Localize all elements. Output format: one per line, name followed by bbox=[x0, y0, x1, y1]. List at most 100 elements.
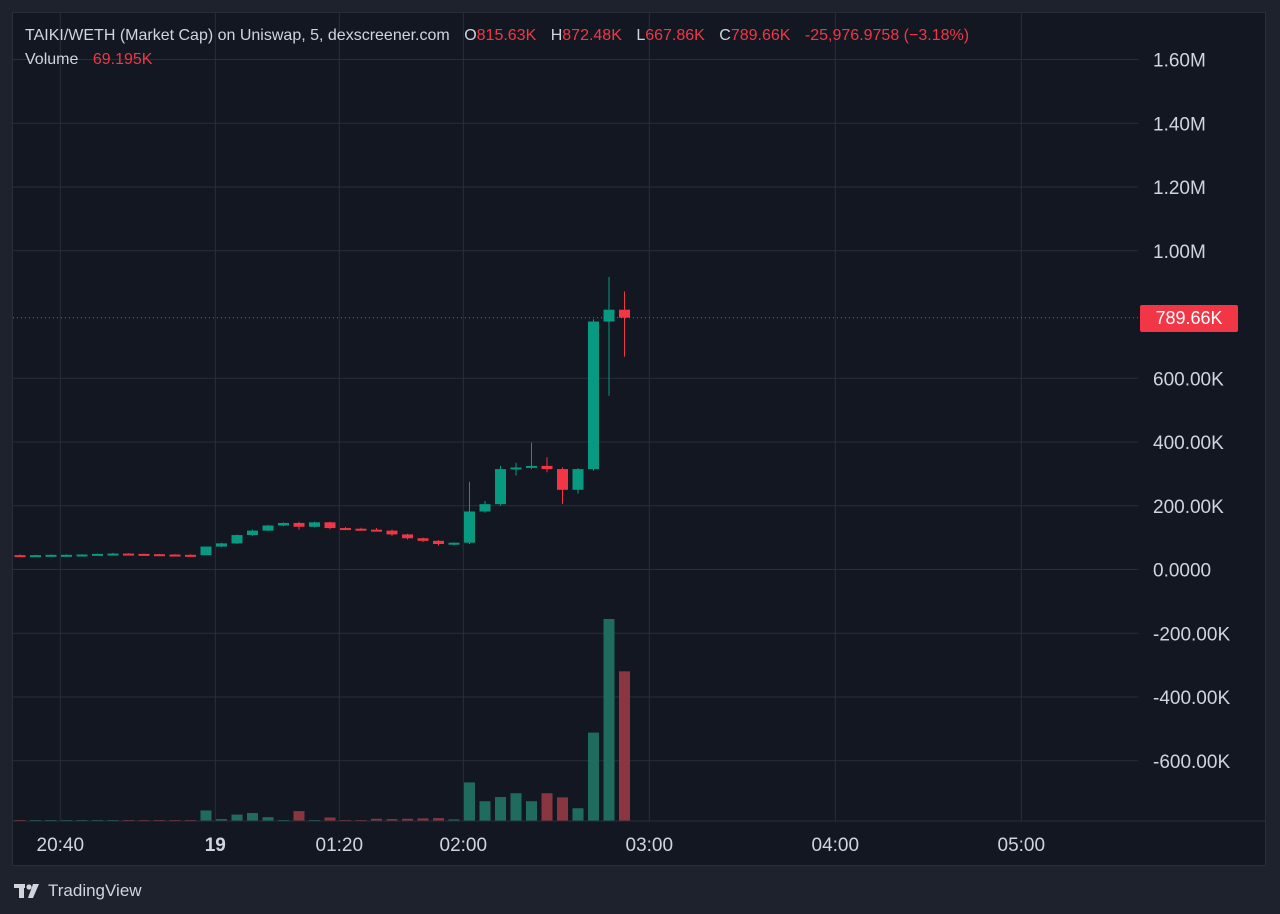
x-tick-label: 19 bbox=[205, 835, 226, 856]
volume-bar bbox=[231, 814, 243, 821]
high-label: H bbox=[550, 27, 563, 44]
chart-legend: TAIKI/WETH (Market Cap) on Uniswap, 5, d… bbox=[25, 26, 969, 74]
candle-body bbox=[340, 528, 351, 531]
low-label: L bbox=[636, 27, 646, 44]
candle-body bbox=[123, 553, 134, 556]
volume-bar bbox=[479, 801, 491, 821]
candle-body bbox=[45, 554, 57, 557]
y-tick-label: 400.00K bbox=[1153, 433, 1224, 454]
candle-body bbox=[541, 465, 553, 470]
volume-bar bbox=[324, 817, 336, 821]
volume-bar bbox=[588, 732, 599, 821]
volume-bar bbox=[402, 818, 413, 821]
candle-body bbox=[448, 542, 460, 545]
candle-body bbox=[355, 528, 367, 531]
candle-body bbox=[278, 522, 289, 526]
candle-body bbox=[61, 554, 72, 557]
candle-body bbox=[433, 540, 444, 544]
candle-body bbox=[402, 534, 413, 539]
y-tick-label: -400.00K bbox=[1153, 688, 1230, 709]
ohlc-row: TAIKI/WETH (Market Cap) on Uniswap, 5, d… bbox=[25, 26, 969, 50]
candle-body bbox=[309, 522, 320, 527]
candle-body bbox=[464, 511, 475, 543]
y-tick-label: 200.00K bbox=[1153, 497, 1224, 518]
high-value: 872.48K bbox=[562, 27, 622, 44]
candle-body bbox=[262, 525, 274, 531]
grid-lines bbox=[13, 13, 1138, 821]
candle-body bbox=[216, 543, 227, 547]
volume-bar bbox=[464, 782, 475, 821]
low-value: 667.86K bbox=[645, 27, 705, 44]
candle-body bbox=[107, 553, 119, 556]
y-tick-label: 600.00K bbox=[1153, 369, 1224, 390]
candles bbox=[14, 276, 630, 558]
volume-bar bbox=[526, 801, 537, 821]
volume-bar bbox=[200, 810, 212, 821]
candle-body bbox=[526, 465, 537, 468]
y-tick-label: 1.20M bbox=[1153, 178, 1206, 199]
candle-body bbox=[386, 530, 398, 535]
x-axis-labels: 20:40 19 01:20 02:00 03:00 04:00 05:00 bbox=[37, 835, 1046, 856]
tradingview-brand[interactable]: TradingView bbox=[14, 879, 142, 903]
candle-body bbox=[479, 504, 491, 512]
candle-body bbox=[417, 538, 429, 541]
candle-body bbox=[603, 309, 615, 322]
volume-bar bbox=[510, 793, 522, 821]
candle-body bbox=[231, 535, 243, 544]
y-axis-labels: 1.60M 1.40M 1.20M 1.00M 600.00K 400.00K 200.00… bbox=[1153, 51, 1230, 773]
volume-bar bbox=[541, 793, 553, 821]
volume-bars bbox=[14, 619, 630, 821]
volume-value: 69.195K bbox=[92, 51, 153, 68]
volume-bar bbox=[572, 808, 584, 821]
brand-name: TradingView bbox=[48, 881, 142, 900]
last-price-tag: 789.66K bbox=[1140, 305, 1238, 332]
tradingview-logo-icon bbox=[14, 884, 39, 898]
volume-bar bbox=[603, 619, 615, 821]
candle-body bbox=[572, 469, 584, 490]
candle-body bbox=[324, 522, 336, 529]
volume-bar bbox=[433, 818, 444, 821]
volume-bar bbox=[247, 813, 258, 821]
y-tick-label: 0.0000 bbox=[1153, 561, 1211, 582]
y-tick-label: 1.00M bbox=[1153, 242, 1206, 263]
x-tick-label: 02:00 bbox=[440, 835, 488, 856]
candle-body bbox=[154, 554, 165, 557]
volume-label[interactable]: Volume bbox=[25, 51, 79, 68]
change-value: -25,976.9758 (−3.18%) bbox=[804, 27, 970, 44]
candle-body bbox=[169, 554, 181, 557]
volume-bar bbox=[371, 818, 382, 821]
candle-body bbox=[557, 469, 568, 490]
symbol-title[interactable]: TAIKI/WETH (Market Cap) on Uniswap, 5, d… bbox=[25, 27, 450, 44]
candle-body bbox=[588, 321, 599, 470]
x-tick-label: 03:00 bbox=[626, 835, 674, 856]
volume-bar bbox=[216, 819, 227, 821]
x-tick-label: 04:00 bbox=[812, 835, 860, 856]
open-label: O bbox=[464, 27, 477, 44]
candle-body bbox=[14, 555, 26, 558]
candle-body bbox=[495, 469, 506, 505]
y-tick-label: -200.00K bbox=[1153, 624, 1230, 645]
candle-body bbox=[76, 554, 88, 557]
close-label: C bbox=[719, 27, 731, 44]
candle-body bbox=[619, 309, 630, 318]
candle-body bbox=[247, 530, 258, 536]
y-tick-label: 1.60M bbox=[1153, 51, 1206, 72]
candle-body bbox=[293, 522, 305, 527]
x-tick-label: 01:20 bbox=[316, 835, 364, 856]
volume-bar bbox=[495, 797, 506, 821]
volume-bar bbox=[293, 811, 305, 821]
volume-bar bbox=[448, 819, 460, 821]
volume-bar bbox=[417, 818, 429, 821]
y-tick-label: 1.40M bbox=[1153, 114, 1206, 135]
chart-frame bbox=[12, 12, 1266, 866]
volume-bar bbox=[557, 797, 568, 821]
x-tick-label: 05:00 bbox=[998, 835, 1046, 856]
volume-bar bbox=[386, 819, 398, 821]
close-value: 789.66K bbox=[730, 27, 791, 44]
open-value: 815.63K bbox=[476, 27, 537, 44]
candle-body bbox=[185, 554, 196, 557]
volume-bar bbox=[262, 817, 274, 821]
candle-body bbox=[200, 546, 212, 556]
x-tick-label: 20:40 bbox=[37, 835, 85, 856]
